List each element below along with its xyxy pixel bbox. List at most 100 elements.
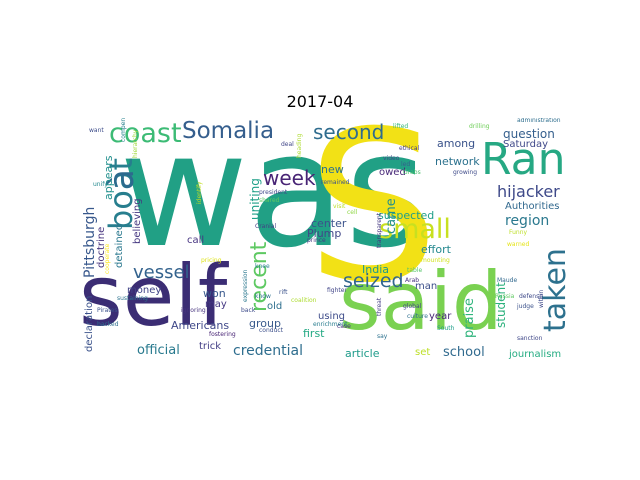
word-arab: Arab [405, 277, 420, 284]
word-seized: seized [343, 270, 404, 292]
word-sanction: sanction [517, 335, 543, 342]
word-coast: coast [109, 118, 182, 149]
word-call: call [187, 235, 205, 246]
word-old: old [267, 301, 283, 312]
word-saturday: Saturday [503, 139, 549, 150]
word-cranial: Cranial [255, 223, 277, 230]
word-unify: unify [93, 181, 108, 188]
word-network: network [435, 155, 480, 168]
word-small: small [379, 214, 451, 245]
word-rift: rift [279, 289, 288, 296]
word-ethical: ethical [399, 145, 420, 152]
word-case: case [337, 323, 351, 330]
word-americans: Americans [171, 319, 230, 332]
word-deal: deal [281, 141, 294, 148]
word-may: may [205, 299, 227, 310]
word-lifted: lifted [393, 123, 409, 130]
word-led: led [401, 161, 411, 168]
word-authorities: Authorities [505, 201, 560, 212]
word-grabs: Grabs [403, 169, 421, 176]
word-visit: visit [333, 203, 346, 210]
word-russia: Russia [495, 293, 515, 300]
word-cell: cell [347, 209, 358, 216]
word-back: back [241, 307, 256, 314]
word-suspected: suspected [378, 209, 435, 222]
word-taken: taken [538, 248, 573, 332]
word-won: won [203, 287, 226, 300]
word-declaration: declaration [84, 295, 95, 352]
word-second: second [313, 120, 385, 144]
word-article: article [345, 347, 380, 360]
word-appears: appears [102, 155, 115, 200]
word-pittsburgh: Pittsburgh [82, 206, 98, 278]
word-ran: Ran [481, 134, 566, 185]
word-cooperate: cooperate [104, 243, 111, 274]
word-school: school [443, 345, 485, 360]
word-prince: prince [307, 237, 326, 244]
word-money: money [127, 285, 162, 296]
word-judge: judge [517, 303, 534, 310]
word-question: question [503, 127, 555, 141]
word-south: South [437, 325, 455, 332]
word-mounting: mounting [421, 257, 450, 264]
word-among: among [437, 137, 476, 150]
word-journalism: journalism [509, 349, 562, 360]
word-fighter: fighter [327, 287, 347, 294]
word-using: using [318, 311, 346, 322]
word-within: within [538, 289, 545, 308]
word-owed: owed [379, 167, 406, 178]
word-student: student [494, 282, 508, 328]
word-coalition: coalition [291, 297, 317, 304]
word-conduct: conduct [259, 327, 284, 334]
word-table: table [407, 267, 423, 274]
word-was: was [119, 118, 428, 283]
word-transparent: transparent [376, 212, 383, 248]
word-india: India [362, 263, 389, 276]
word-plump: Plump [307, 227, 342, 240]
word-compensate: compensate [120, 118, 127, 142]
word-somalia: Somalia [182, 118, 275, 144]
word-administration: administration [517, 118, 561, 124]
word-drilling: drilling [469, 123, 490, 130]
word-official: official [137, 343, 180, 358]
word-video: video [383, 155, 400, 162]
word-praise: praise [462, 298, 477, 338]
word-president: president [259, 189, 288, 196]
word-remained: remained [321, 179, 350, 186]
word-year: year [429, 311, 452, 322]
word-identify: identify [196, 181, 203, 204]
word-effort: effort [421, 243, 451, 256]
word-global: global [403, 303, 422, 310]
word-center: center [311, 217, 347, 230]
word-detained: detained [114, 223, 125, 268]
word-heading: heading [296, 133, 303, 158]
word-backed: backed [97, 321, 119, 328]
word-credential: credential [233, 343, 303, 359]
word-defense: defense [519, 293, 543, 300]
word-self: self [81, 247, 228, 345]
word-pirates: Pirates [97, 307, 118, 314]
word-shared: shared [259, 197, 280, 204]
word-new: new [321, 163, 344, 176]
word-funny: Funny [509, 229, 528, 236]
word-threat: threat [376, 297, 383, 316]
word-s: S [307, 118, 440, 329]
word-hierarchy: hierarchy [132, 129, 139, 158]
word-knee: knee [255, 263, 270, 270]
word-want: want [89, 127, 104, 134]
word-enrichment: enrichment [313, 321, 348, 328]
word-man: man [415, 281, 438, 292]
word-region: region [505, 213, 550, 229]
word-growing: growing [453, 169, 477, 176]
word-set: set [415, 347, 431, 358]
word-ignoring: ignoring [181, 307, 206, 314]
word-trick: trick [199, 341, 222, 352]
word-believing: believing [132, 198, 143, 244]
word-culture: culture [407, 313, 428, 320]
word-maude: Maude [497, 277, 518, 284]
word-first: first [303, 327, 325, 340]
word-cloud: was S self said Ran boat à coast Somalia… [81, 118, 576, 365]
word-know: know [255, 293, 271, 300]
word-group: group [249, 317, 281, 330]
word-pricing: pricing [201, 257, 222, 264]
